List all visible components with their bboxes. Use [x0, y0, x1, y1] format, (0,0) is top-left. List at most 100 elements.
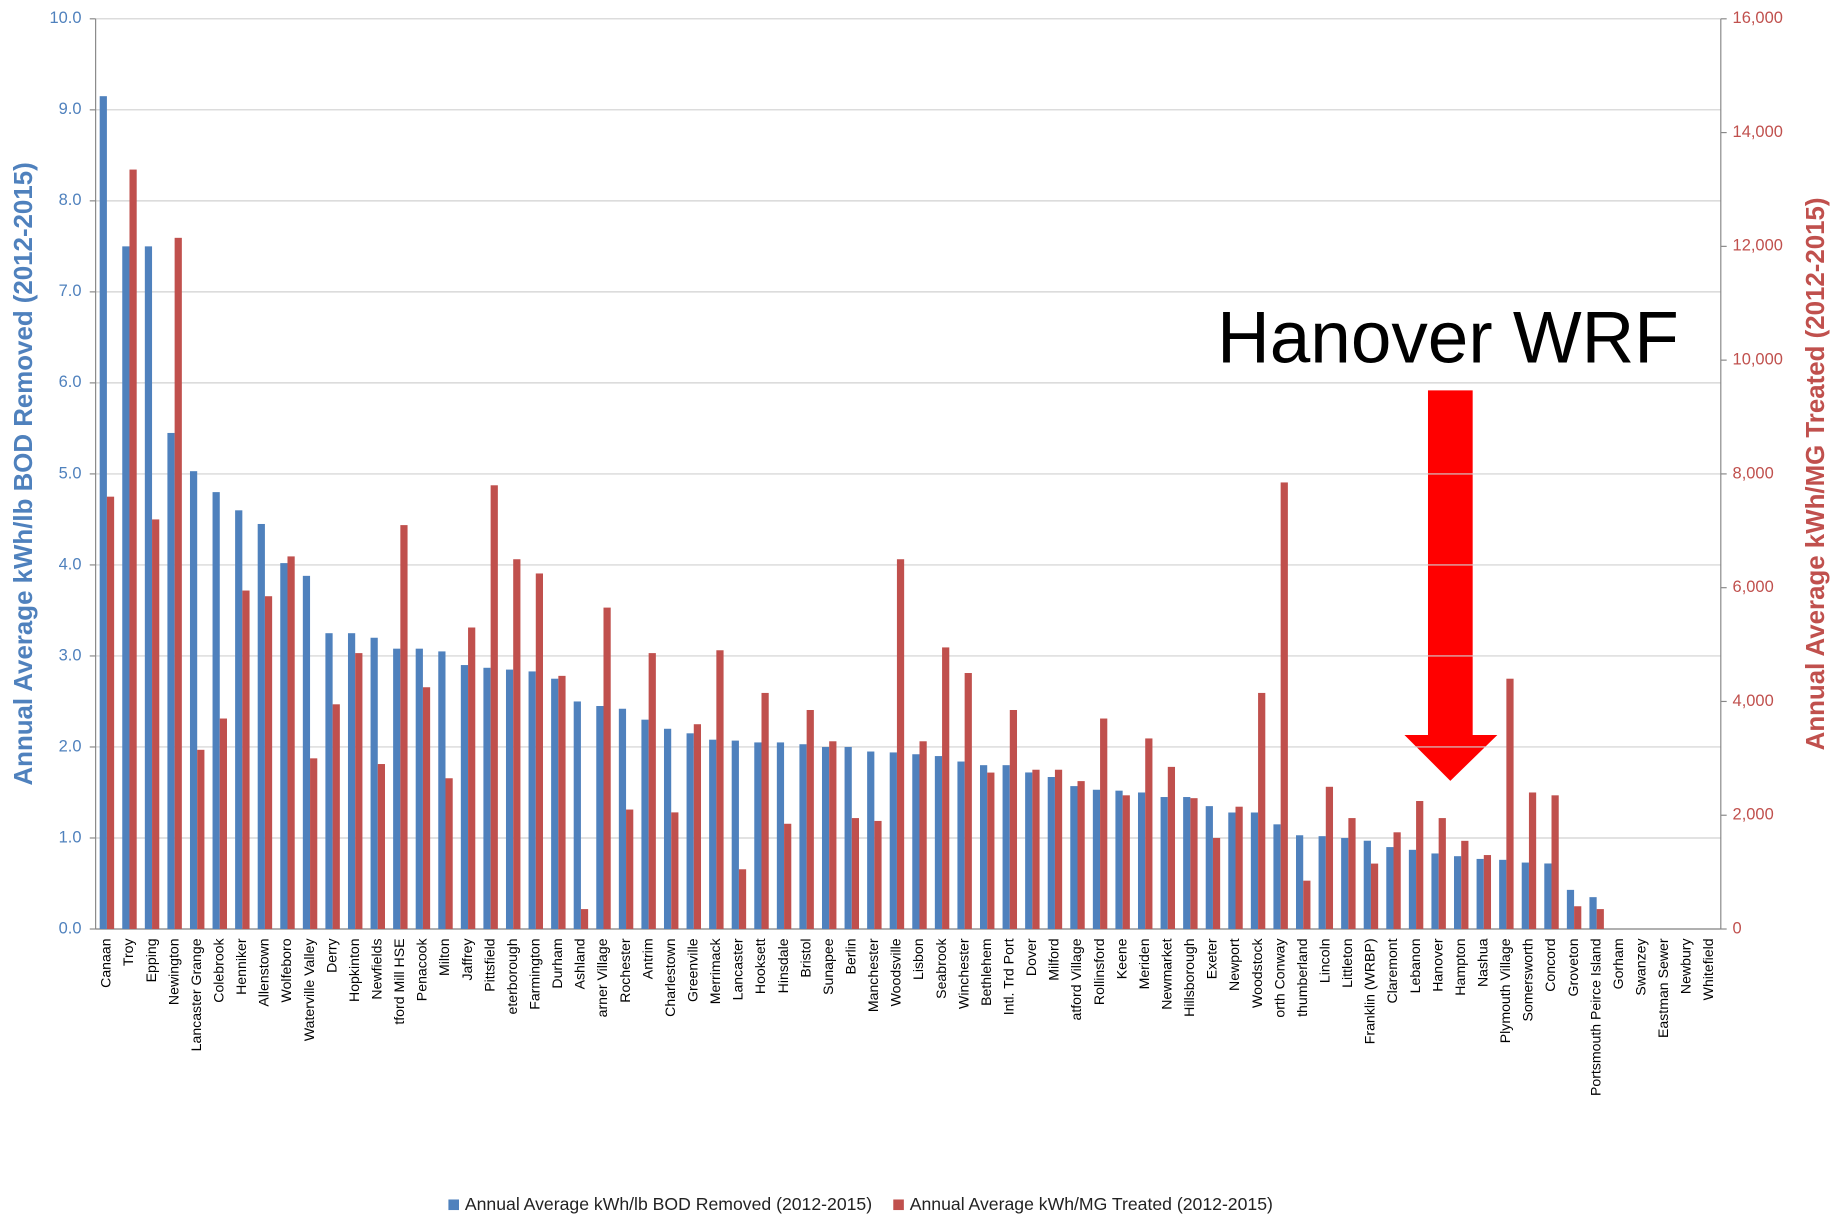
- bar: [1341, 837, 1349, 930]
- x-tick-label: Intl. Trd Port: [1001, 938, 1017, 1015]
- x-tick-label: Farmington: [527, 938, 543, 1009]
- bar: [1167, 766, 1176, 930]
- bar: [709, 739, 717, 930]
- y-tick-label: 9.0: [59, 100, 82, 118]
- x-tick-label: Lancaster: [730, 938, 746, 1000]
- x-tick-label: Gorham: [1610, 938, 1626, 989]
- bar: [370, 637, 378, 930]
- y2-tick-label: 16,000: [1733, 9, 1783, 27]
- bar: [1054, 769, 1063, 930]
- x-tick-label: Swanzey: [1633, 937, 1649, 995]
- x-tick-label: Hinsdale: [775, 938, 791, 993]
- legend-label: Annual Average kWh/MG Treated (2012-2015…: [910, 1194, 1273, 1214]
- bar: [1160, 797, 1168, 930]
- bar: [1002, 765, 1010, 930]
- y-axis-title: Annual Average kWh/lb BOD Removed (2012-…: [10, 162, 38, 785]
- bar: [1318, 836, 1326, 930]
- bar: [867, 751, 875, 930]
- bar: [1009, 709, 1018, 930]
- x-tick-label: atford Village: [1068, 938, 1084, 1020]
- bar: [1122, 795, 1130, 930]
- bar: [460, 665, 469, 930]
- x-tick-label: tford Mill HSE: [391, 938, 407, 1024]
- x-tick-label: Charlestown: [662, 938, 678, 1016]
- x-tick-label: Jaffrey: [459, 937, 475, 980]
- bar: [851, 818, 860, 930]
- bar: [1431, 853, 1439, 930]
- bar: [287, 556, 295, 930]
- bar: [325, 633, 333, 930]
- bar: [716, 650, 724, 930]
- bar: [1363, 840, 1371, 930]
- bar: [1228, 812, 1236, 930]
- x-tick-label: thumberland: [1294, 938, 1310, 1016]
- y2-axis-title: Annual Average kWh/MG Treated (2012-2015…: [1802, 198, 1830, 751]
- bar: [1476, 858, 1484, 930]
- x-tick-label: Dover: [1023, 938, 1039, 976]
- y-tick-label: 6.0: [59, 373, 82, 391]
- x-tick-label: Hopkinton: [346, 938, 362, 1002]
- x-tick-label: Troy: [120, 937, 136, 966]
- bar: [957, 761, 965, 930]
- x-tick-label: Groveton: [1565, 938, 1581, 996]
- x-tick-label: Lincoln: [1317, 938, 1333, 983]
- bar: [144, 246, 153, 930]
- bar: [1145, 738, 1153, 930]
- bar: [1483, 855, 1492, 930]
- bar: [1454, 856, 1462, 930]
- x-tick-label: Woodsville: [888, 938, 904, 1006]
- bar: [422, 687, 431, 930]
- bar: [1438, 818, 1446, 930]
- x-tick-label: Newbury: [1678, 937, 1694, 994]
- bar: [1258, 692, 1266, 930]
- y2-tick-label: 12,000: [1733, 237, 1783, 255]
- x-tick-label: Durham: [549, 938, 565, 988]
- bar: [1551, 795, 1559, 930]
- x-tick-label: arner Village: [594, 938, 610, 1017]
- bar: [731, 740, 739, 930]
- x-tick-label: Canaan: [98, 938, 114, 987]
- y2-tick-label: 10,000: [1733, 350, 1783, 368]
- x-tick-label: Hillsborough: [1181, 938, 1197, 1016]
- x-tick-label: Lancaster Grange: [188, 938, 204, 1051]
- bar: [167, 432, 175, 930]
- bar: [347, 633, 356, 930]
- bar: [693, 724, 702, 930]
- x-tick-label: Berlin: [843, 938, 859, 974]
- bar: [535, 573, 543, 930]
- bar: [799, 744, 807, 930]
- x-tick-label: Penacook: [414, 937, 430, 1001]
- bar: [1499, 859, 1507, 930]
- bar: [415, 648, 423, 930]
- y2-tick-label: 4,000: [1733, 692, 1774, 710]
- x-tick-label: Littleton: [1339, 938, 1355, 987]
- bar: [528, 671, 536, 930]
- x-tick-label: Keene: [1113, 938, 1129, 979]
- bar: [122, 246, 130, 930]
- bar: [483, 667, 491, 930]
- x-tick-label: Somersworth: [1520, 938, 1536, 1021]
- bar: [219, 718, 227, 930]
- bar: [1589, 897, 1597, 930]
- y2-tick-label: 14,000: [1733, 123, 1783, 141]
- bar: [1461, 840, 1469, 930]
- bar: [1250, 812, 1259, 930]
- x-tick-label: Newington: [165, 938, 181, 1005]
- bar: [310, 758, 318, 930]
- x-tick-label: Winchester: [955, 938, 971, 1009]
- x-tick-label: Whitefield: [1700, 938, 1716, 1000]
- bar: [1386, 847, 1394, 930]
- bar: [1273, 824, 1281, 930]
- x-tick-label: Hooksett: [752, 938, 768, 994]
- x-tick-label: Hampton: [1452, 938, 1468, 995]
- y-tick-label: 1.0: [59, 828, 82, 846]
- x-tick-label: Newmarket: [1159, 938, 1175, 1009]
- bar: [738, 869, 747, 930]
- bar: [964, 673, 972, 930]
- x-tick-label: Milford: [1046, 938, 1062, 980]
- y-tick-label: 7.0: [59, 282, 82, 300]
- bar: [641, 719, 649, 930]
- bar: [1235, 806, 1243, 930]
- bar: [242, 590, 250, 930]
- bar: [573, 701, 581, 930]
